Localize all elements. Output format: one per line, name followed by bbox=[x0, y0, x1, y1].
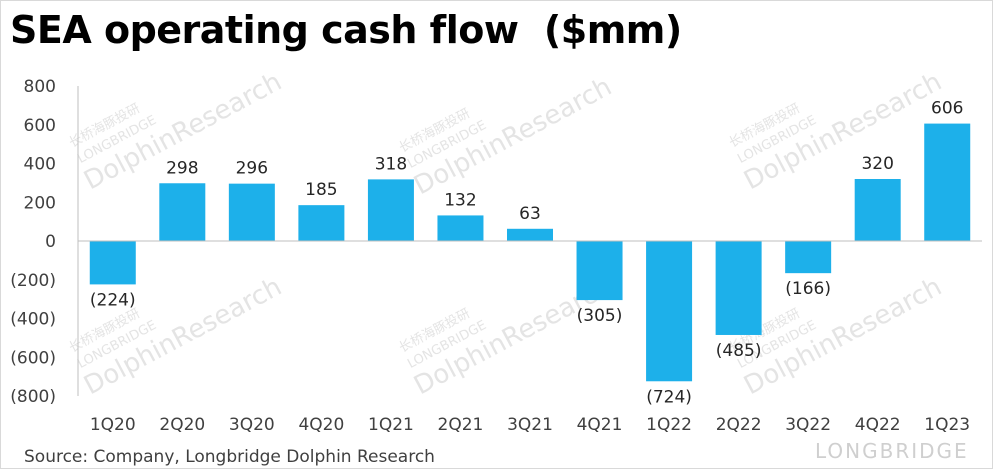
data-label: 296 bbox=[236, 159, 268, 179]
bar-3Q22 bbox=[785, 241, 832, 274]
bar-4Q22 bbox=[854, 179, 901, 241]
x-tick-label: 1Q21 bbox=[368, 415, 414, 435]
data-label: (724) bbox=[646, 387, 692, 407]
data-label: 63 bbox=[519, 204, 541, 224]
data-label: (166) bbox=[785, 279, 831, 299]
data-label: 298 bbox=[166, 158, 198, 178]
bar-1Q21 bbox=[367, 179, 414, 241]
data-label: 185 bbox=[305, 180, 337, 200]
y-tick-label: 800 bbox=[24, 77, 56, 97]
data-label: (305) bbox=[577, 306, 623, 326]
x-tick-label: 1Q20 bbox=[90, 415, 136, 435]
y-tick-label: (400) bbox=[10, 310, 56, 330]
data-label: (485) bbox=[716, 341, 762, 361]
bar-3Q21 bbox=[507, 228, 553, 241]
x-tick-label: 1Q23 bbox=[924, 415, 970, 435]
y-tick-label: 600 bbox=[24, 116, 56, 136]
data-label: 606 bbox=[931, 99, 963, 119]
x-tick-label: 3Q20 bbox=[229, 415, 275, 435]
bar-2Q22 bbox=[715, 241, 762, 335]
x-axis: 1Q20 2Q20 3Q20 4Q20 1Q21 2Q21 3Q21 4Q21 1Q22 2Q22… bbox=[78, 240, 982, 435]
bar-4Q20 bbox=[298, 205, 345, 241]
watermark-brand: LONGBRIDGE bbox=[815, 439, 969, 463]
y-tick-label: (200) bbox=[10, 271, 56, 291]
x-tick-label: 3Q22 bbox=[785, 415, 831, 435]
data-label: 132 bbox=[444, 190, 476, 210]
x-tick-label: 1Q22 bbox=[646, 415, 692, 435]
bar-1Q20 bbox=[89, 241, 136, 285]
y-axis: 800 600 400 200 0 (200) (400) (600) (800) bbox=[10, 77, 79, 407]
y-tick-label: 0 bbox=[45, 232, 56, 252]
bar-3Q20 bbox=[228, 183, 275, 241]
bar-1Q23 bbox=[924, 123, 971, 241]
data-label: 320 bbox=[861, 154, 893, 174]
data-label: (224) bbox=[90, 290, 136, 310]
bar-2Q20 bbox=[159, 183, 206, 241]
bar-2Q21 bbox=[437, 215, 484, 241]
y-tick-label: (800) bbox=[10, 387, 56, 407]
data-label: 318 bbox=[375, 154, 407, 174]
bar-1Q22 bbox=[646, 241, 693, 382]
x-tick-label: 2Q21 bbox=[438, 415, 484, 435]
x-tick-label: 2Q20 bbox=[159, 415, 205, 435]
y-tick-label: 400 bbox=[24, 155, 56, 175]
y-tick-label: (600) bbox=[10, 348, 56, 368]
data-labels: (224) 298 296 185 318 132 63 (305) (724) (485) (16… bbox=[90, 99, 964, 408]
y-tick-label: 200 bbox=[24, 193, 56, 213]
source-note: Source: Company, Longbridge Dolphin Rese… bbox=[24, 447, 435, 467]
x-tick-label: 4Q20 bbox=[298, 415, 344, 435]
bar-4Q21 bbox=[576, 241, 623, 301]
x-tick-label: 4Q22 bbox=[855, 415, 901, 435]
chart-title: SEA operating cash flow ($mm) bbox=[10, 8, 682, 52]
x-tick-label: 3Q21 bbox=[507, 415, 553, 435]
x-tick-label: 4Q21 bbox=[577, 415, 623, 435]
bars bbox=[89, 123, 971, 382]
x-tick-label: 2Q22 bbox=[716, 415, 762, 435]
